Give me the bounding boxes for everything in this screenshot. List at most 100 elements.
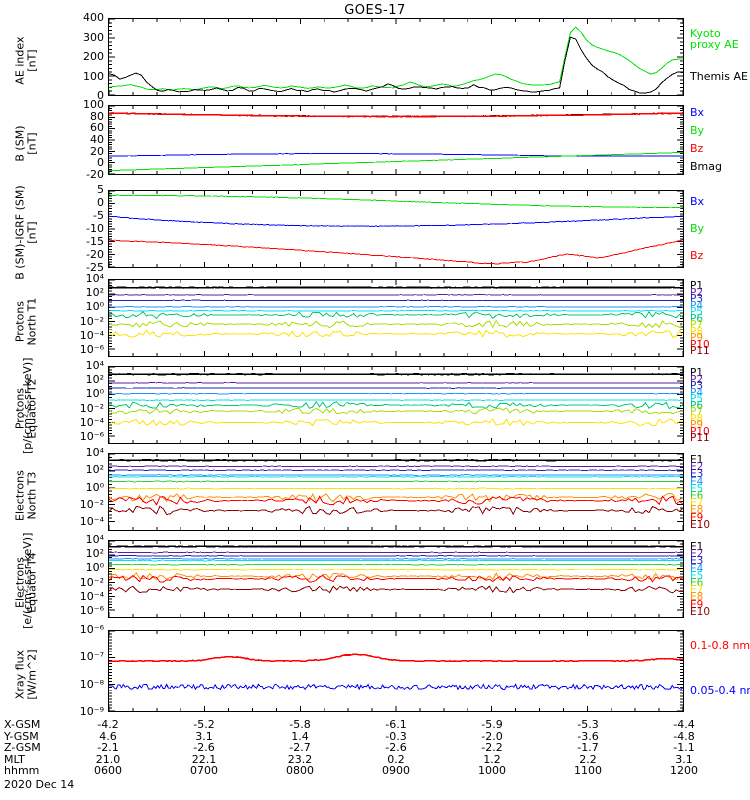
legend-item: E10 [690,605,710,618]
y-tick-label: 10⁰ [85,300,104,314]
x-axis-row-label: X-GSM [4,718,41,731]
y-tick-label: -10 [86,222,104,235]
legend-item: E4 [690,562,704,575]
y-tick-label: 80 [90,109,104,123]
legend-item: P4 [690,299,704,312]
date-label: 2020 Dec 14 [4,777,75,791]
y-tick-label: -20 [86,248,104,261]
panel-electrons-north-t3 [108,453,684,531]
x-axis-value: -1.7 [577,741,599,754]
x-axis-value: 1100 [574,764,602,777]
x-axis-value: 0600 [94,764,122,777]
x-axis-value: -2.0 [481,729,503,743]
y-tick-label: 20 [90,144,104,158]
legend-item: Bx [690,106,705,119]
legend-item: Bmag [690,160,722,174]
y-tick-label: 10⁻⁶ [79,603,104,617]
legend-item: E4 [690,475,704,488]
legend-item: P8 [690,412,704,425]
x-axis-value: -5.9 [481,718,503,731]
x-axis-value: 0900 [382,764,410,777]
legend-item: P10 [690,425,710,438]
legend-item: P3 [690,380,704,393]
x-axis-value: -4.4 [673,718,695,731]
legend-item: E5 [690,482,704,495]
legend-item: P2 [690,286,704,299]
y-tick-label: 10² [85,286,104,300]
y-tick-label: 10⁻⁴ [79,589,104,603]
y-tick-label: 10⁻⁴ [79,415,104,429]
legend-item: E2 [690,548,704,561]
x-axis-value: 1200 [670,764,698,777]
legend-item: P1 [690,280,704,292]
y-tick-label: 200 [83,50,104,63]
y-tick-label: 10⁻⁹ [79,705,104,718]
x-axis-value: -2.6 [193,741,215,754]
legend-item: P6 [690,399,704,412]
panel-electrons-equator-t4 [108,540,684,618]
legend-item: E9 [690,511,704,524]
y-tick-label: 10⁻² [79,497,104,511]
y-tick-label: 10⁰ [85,561,104,575]
legend-item: E8 [690,504,704,517]
x-axis-row-label: Z-GSM [4,741,41,754]
x-axis-value: -6.1 [385,718,407,731]
legend-item: Bz [690,248,704,262]
panel-ae-index [108,18,684,96]
y-tick-label: 10⁴ [85,272,104,285]
y-tick-label: 10⁻² [79,575,104,589]
legend-item: P5 [690,306,704,319]
x-axis-value: -2.2 [481,741,503,754]
panel-xray-flux [108,630,684,712]
y-tick-label: 10⁻⁷ [79,650,104,664]
x-axis-value: 0800 [286,764,314,777]
y-tick-label: 10⁻⁶ [79,623,104,636]
y-tick-label: 10⁻⁶ [79,342,104,356]
y-tick-label: 10² [85,463,104,477]
legend-item: E1 [690,541,704,553]
legend-item: E5 [690,569,704,582]
x-axis-row-label: Y-GSM [4,729,39,743]
y-tick-label: 10⁰ [85,387,104,401]
legend-item: P8 [690,325,704,338]
y-tick-label: 0 [97,89,104,102]
y-tick-label: 10⁻² [79,401,104,415]
x-axis-value: -2.1 [97,741,119,754]
legend-item: P7 [690,406,704,419]
y-tick-label: 10⁻⁶ [79,429,104,443]
y-tick-label: 10⁴ [85,359,104,372]
x-axis-value: -5.3 [577,718,599,731]
legend-item: P2 [690,373,704,386]
legend-item: Bz [690,142,704,156]
y-tick-label: -20 [86,168,104,181]
legend-item: Themis AE [690,69,748,83]
x-axis-value: 3.1 [195,729,213,743]
legend-item: E2 [690,461,704,474]
x-axis-value: 1.2 [483,752,501,766]
x-axis-value: 0.2 [387,752,405,766]
legend-item: P3 [690,293,704,306]
legend-item: E6 [690,490,704,502]
x-axis-value: -0.3 [385,729,407,743]
legend-item: E3 [690,555,704,568]
x-axis-value: 1000 [478,764,506,777]
legend-item: P9 [690,419,704,432]
x-axis-value: 2.2 [579,752,597,766]
panel-b-sm-igrf [108,190,684,268]
y-tick-label: 100 [83,69,104,83]
y-tick-label: 10⁰ [85,480,104,494]
page-title: GOES-17 [344,3,406,18]
x-axis-value: 0700 [190,764,218,777]
legend-item: E6 [690,577,704,589]
legend-item: P11 [690,432,710,445]
y-tick-label: 0 [97,196,104,209]
y-tick-label: 0 [97,156,104,170]
legend-item: E3 [690,468,704,481]
x-axis-row-label: MLT [4,752,25,766]
x-axis-value: -4.2 [97,718,119,731]
legend-item: P7 [690,319,704,332]
x-axis-value: -3.6 [577,729,599,743]
y-tick-label: 400 [83,11,104,24]
x-axis-value: 21.0 [95,752,121,766]
legend-item: E7 [690,584,704,597]
